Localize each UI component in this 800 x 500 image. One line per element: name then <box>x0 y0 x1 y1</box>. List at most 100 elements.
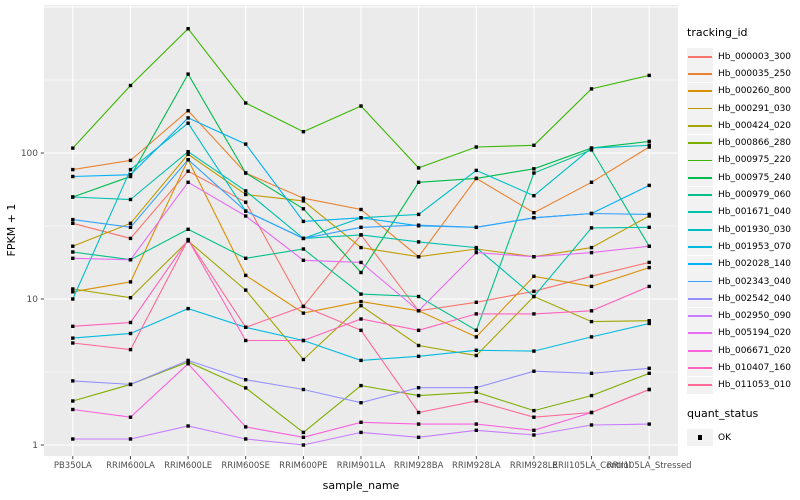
data-point <box>359 225 363 229</box>
data-point <box>647 183 651 188</box>
legend-item-label: Hb_002950_090 <box>718 311 792 322</box>
legend-item-label: Hb_001953_070 <box>718 241 792 252</box>
data-point <box>128 173 133 177</box>
data-point <box>474 176 478 181</box>
legend-item-label: Hb_006671_020 <box>718 345 792 356</box>
legend-item: Hb_001671_040 <box>687 203 799 221</box>
data-point <box>474 145 478 149</box>
data-point <box>359 260 363 265</box>
legend-key <box>687 134 713 152</box>
legend-item: Hb_001953_070 <box>687 238 799 256</box>
data-point <box>301 247 306 251</box>
legend-key <box>687 48 713 66</box>
data-point <box>128 331 133 336</box>
data-point <box>301 435 306 439</box>
x-tick-label: RRIM600LA <box>106 461 155 471</box>
data-point <box>128 258 133 262</box>
legend-key-line <box>688 73 712 75</box>
data-point <box>532 216 536 220</box>
data-point <box>589 180 594 184</box>
data-point <box>589 284 594 289</box>
data-point <box>589 371 594 375</box>
data-point <box>359 383 363 388</box>
legend-item: Hb_006671_020 <box>687 342 799 360</box>
legend-key-line <box>688 349 712 352</box>
data-point <box>647 212 651 217</box>
x-tick-label: RRIM928LE <box>510 461 558 471</box>
y-tick-label: 10 <box>27 295 39 305</box>
legend-item: Hb_000003_300 <box>687 48 799 66</box>
data-point <box>359 270 363 275</box>
data-point <box>474 422 478 426</box>
data-point <box>532 274 536 278</box>
data-point <box>474 225 478 229</box>
data-point <box>244 425 248 429</box>
data-point <box>71 146 75 150</box>
data-point <box>71 217 75 222</box>
data-point <box>186 237 190 242</box>
data-point <box>71 399 75 403</box>
data-point <box>359 299 363 304</box>
data-point <box>244 200 248 204</box>
legend-key <box>687 65 713 83</box>
data-point <box>359 207 363 212</box>
legend-item: Hb_002028_140 <box>687 255 799 273</box>
data-point <box>474 386 478 390</box>
legend-item-label: Hb_000866_280 <box>718 138 792 149</box>
data-point <box>186 306 190 311</box>
legend-item-label: Hb_000003_300 <box>718 51 792 62</box>
legend-key <box>687 117 713 135</box>
legend-item: Hb_002542_040 <box>687 290 799 308</box>
data-point <box>301 387 306 392</box>
data-point <box>186 72 190 76</box>
data-point <box>647 321 651 326</box>
legend-key-line <box>688 107 712 110</box>
x-tick-label: RRIM600PE <box>279 461 327 471</box>
data-point <box>532 194 536 198</box>
data-point <box>532 428 536 432</box>
data-point <box>647 366 651 370</box>
data-point <box>359 430 363 435</box>
legend-item-label: Hb_000424_020 <box>718 120 792 131</box>
data-point <box>474 353 478 358</box>
data-point <box>474 245 478 250</box>
data-point <box>532 408 536 413</box>
data-point <box>589 393 594 398</box>
data-point <box>474 335 478 339</box>
data-point <box>128 415 133 419</box>
data-point <box>186 152 190 156</box>
legend-key-line <box>688 315 712 317</box>
data-point <box>71 287 75 291</box>
data-point <box>416 393 421 398</box>
legend-key <box>687 290 713 308</box>
data-point <box>589 146 594 150</box>
data-point <box>416 435 421 439</box>
legend2-title: quant_status <box>687 406 759 420</box>
data-point <box>416 166 421 170</box>
legend-key <box>687 100 713 118</box>
legend-item-label: Hb_000035_250 <box>718 68 792 79</box>
data-point <box>186 158 190 162</box>
legend-item: Hb_001930_030 <box>687 221 799 239</box>
data-point <box>416 255 421 259</box>
legend-item-label: Hb_000291_030 <box>718 103 792 114</box>
legend-item: Hb_011053_010 <box>687 376 799 394</box>
legend-item-label: Hb_002542_040 <box>718 293 792 304</box>
data-point <box>244 101 248 105</box>
legend-key <box>687 151 713 169</box>
data-point <box>647 371 651 375</box>
data-point <box>128 158 133 163</box>
data-point <box>186 362 190 366</box>
data-point <box>128 280 133 284</box>
data-point <box>589 274 594 278</box>
data-point <box>71 174 75 179</box>
data-point <box>359 420 363 424</box>
legend-key-line <box>688 142 712 145</box>
x-tick-label: RRIM901LA <box>337 461 386 471</box>
legend-item-label: Hb_001930_030 <box>718 224 792 235</box>
data-point <box>647 244 651 248</box>
data-point <box>186 121 190 125</box>
data-point <box>244 189 248 193</box>
x-tick-label: RRII105LA_Stressed <box>607 461 692 471</box>
